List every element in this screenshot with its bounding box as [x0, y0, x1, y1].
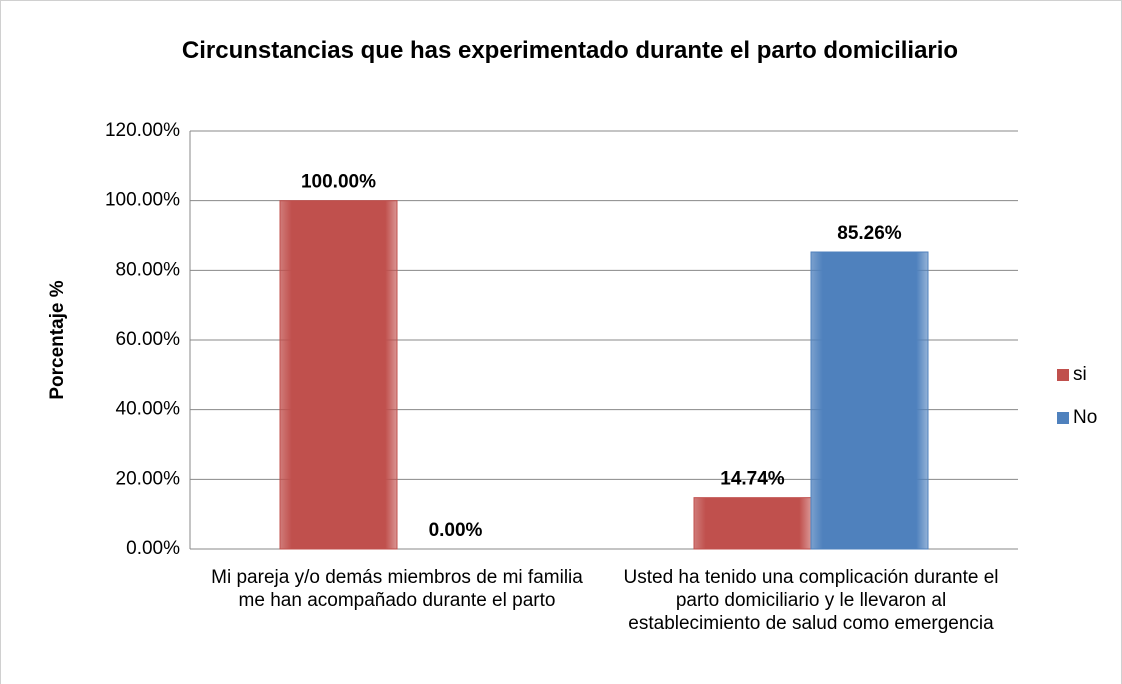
chart-title: Circunstancias que has experimentado dur…	[181, 37, 959, 64]
data-label: 100.00%	[301, 172, 376, 193]
legend-label: No	[1073, 407, 1097, 428]
x-tick-label: Mi pareja y/o demás miembros de mi famil…	[211, 567, 583, 611]
y-tick-label: 60.00%	[116, 329, 181, 350]
data-label: 14.74%	[720, 469, 785, 490]
y-axis-label: Porcentaje %	[47, 280, 68, 399]
legend-swatch	[1057, 369, 1069, 381]
y-tick-label: 40.00%	[116, 399, 181, 420]
bar	[693, 497, 812, 550]
y-tick-label: 100.00%	[105, 190, 180, 211]
x-tick-label: Usted ha tenido una complicación durante…	[623, 567, 999, 634]
legend-swatch	[1057, 412, 1069, 424]
y-tick-label: 120.00%	[105, 120, 180, 141]
data-label: 0.00%	[429, 520, 483, 541]
y-tick-label: 20.00%	[116, 468, 181, 489]
y-tick-label: 0.00%	[126, 538, 180, 559]
bar	[810, 251, 929, 550]
y-tick-label: 80.00%	[116, 259, 181, 280]
bar	[279, 200, 398, 550]
data-label: 85.26%	[837, 223, 902, 244]
legend-label: si	[1073, 364, 1087, 385]
